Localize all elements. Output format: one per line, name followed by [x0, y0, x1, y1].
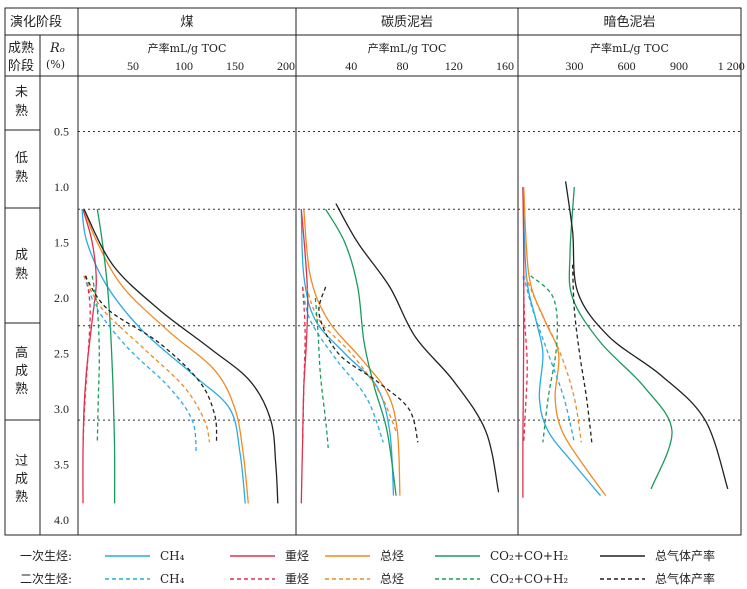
- ro-unit: (%): [46, 58, 65, 71]
- secondary-CH4-line: [83, 275, 197, 454]
- secondary-total-line: [305, 286, 397, 432]
- legend-item-label: 重烃: [285, 549, 309, 563]
- x-tick-label: 50: [127, 59, 139, 73]
- maturity-header-line2: 阶段: [8, 59, 34, 74]
- secondary-total-line: [524, 275, 582, 443]
- legend-secondary-label: 二次生烃:: [20, 572, 72, 586]
- primary-heavy-line: [82, 209, 97, 504]
- y-tick-label: 3.0: [54, 402, 69, 416]
- legend-item-label: 总烃: [380, 549, 404, 563]
- secondary-gas-line: [84, 275, 218, 443]
- legend-item-label: 总气体产率: [655, 548, 715, 563]
- secondary-co2-line: [530, 275, 559, 443]
- legend-item-label: 总气体产率: [655, 571, 715, 586]
- stage-header: 演化阶段: [10, 14, 62, 30]
- y-tick-labels: 0.5 1.0 1.5 2.0 2.5 3.0 3.5 4.0: [54, 125, 69, 528]
- stage-low-bottom: 熟: [15, 169, 28, 185]
- primary-gas-line: [564, 181, 729, 490]
- x-tick-label: 300: [565, 59, 583, 73]
- secondary-heavy-line: [82, 275, 91, 443]
- legend-item-label: CH₄: [160, 572, 185, 586]
- legend-item-label: 重烃: [285, 572, 309, 586]
- stage-immature-top: 未: [15, 85, 28, 100]
- secondary-CH4-line: [301, 286, 384, 443]
- y-tick-label: 0.5: [54, 125, 69, 139]
- x-axis-label: 产率mL/g TOC: [148, 41, 227, 55]
- x-tick-label: 120: [445, 59, 463, 73]
- legend-item-label: CH₄: [160, 549, 185, 563]
- primary-co2-line: [325, 208, 397, 496]
- stage-high-mid: 成: [15, 364, 28, 379]
- primary-total-line: [523, 186, 607, 496]
- maturity-header-line1: 成熟: [8, 40, 34, 56]
- stage-over-top: 过: [15, 454, 28, 469]
- panel-title: 碳质泥岩: [381, 15, 433, 30]
- y-tick-label: 3.5: [54, 458, 69, 472]
- stage-labels: 未 熟 低 熟 成 熟 高 成 熟 过 成 熟: [15, 85, 28, 505]
- panel-title: 煤: [180, 15, 193, 30]
- stage-mature-bottom: 熟: [15, 266, 28, 282]
- x-tick-label: 40: [345, 59, 357, 73]
- primary-co2-line: [568, 186, 673, 490]
- legend: 一次生烃: 二次生烃: CH₄CH₄重烃重烃总烃总烃CO₂+CO+H₂CO₂+C…: [20, 548, 715, 586]
- legend-primary-label: 一次生烃:: [20, 549, 72, 563]
- x-tick-label: 150: [226, 59, 244, 73]
- y-tick-label: 2.5: [54, 347, 69, 361]
- primary-gas-line: [335, 203, 500, 493]
- stage-over-bottom: 熟: [15, 489, 28, 505]
- legend-item-label: CO₂+CO+H₂: [490, 549, 568, 563]
- primary-CH4-line: [81, 209, 246, 504]
- x-tick-label: 200: [277, 59, 295, 73]
- primary-total-line: [303, 209, 401, 496]
- y-tick-label: 1.0: [54, 180, 69, 194]
- ro-label: Rₒ: [49, 41, 65, 56]
- primary-gas-line: [83, 208, 279, 504]
- x-tick-label: 80: [397, 59, 409, 73]
- stage-mature-top: 成: [15, 248, 28, 263]
- stage-low-top: 低: [15, 151, 28, 166]
- legend-item-label: 总烃: [380, 572, 404, 586]
- y-tick-label: 2.0: [54, 291, 69, 305]
- x-tick-label: 100: [175, 59, 193, 73]
- x-tick-label: 600: [618, 59, 636, 73]
- x-tick-label: 160: [496, 59, 514, 73]
- y-tick-label: 4.0: [54, 513, 69, 527]
- primary-co2-line: [96, 209, 116, 504]
- secondary-total-line: [83, 275, 211, 443]
- primary-CH4-line: [300, 209, 395, 496]
- primary-total-line: [83, 208, 249, 504]
- y-tick-label: 1.5: [54, 236, 69, 250]
- primary-heavy-line: [522, 186, 525, 498]
- stage-high-top: 高: [15, 345, 28, 361]
- x-tick-label: 1 200: [718, 59, 745, 73]
- secondary-gas-line: [571, 264, 593, 443]
- frame: [4, 7, 742, 536]
- stage-high-bottom: 熟: [15, 381, 28, 397]
- secondary-heavy-line: [522, 275, 528, 443]
- outer-border: [4, 7, 742, 536]
- reference-lines: [78, 131, 741, 421]
- stage-over-mid: 成: [15, 472, 28, 487]
- stage-immature-bottom: 熟: [15, 103, 28, 119]
- x-tick-label: 900: [670, 59, 688, 73]
- legend-item-label: CO₂+CO+H₂: [490, 572, 568, 586]
- panel-title: 暗色泥岩: [603, 14, 655, 30]
- secondary-CH4-line: [523, 275, 575, 443]
- legend-items: CH₄CH₄重烃重烃总烃总烃CO₂+CO+H₂CO₂+CO+H₂总气体产率总气体…: [105, 548, 715, 586]
- primary-CH4-line: [522, 186, 601, 497]
- secondary-co2-line: [314, 297, 329, 448]
- secondary-co2-line: [91, 275, 100, 443]
- secondary-heavy-line: [301, 286, 306, 443]
- x-axis-label: 产率mL/g TOC: [590, 41, 669, 55]
- x-axis-label: 产率mL/g TOC: [368, 41, 447, 55]
